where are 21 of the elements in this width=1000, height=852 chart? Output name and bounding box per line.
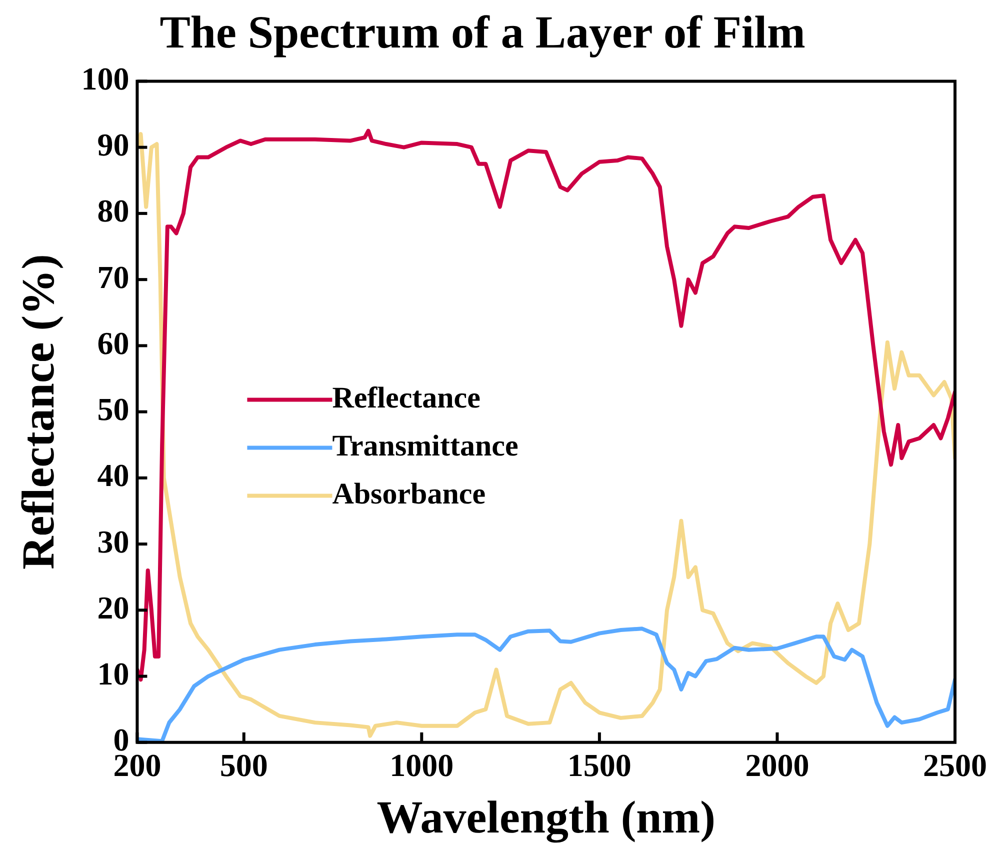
x-tick-label: 1000: [390, 746, 454, 783]
y-axis-title: Reflectance (%): [12, 254, 64, 570]
y-tick-label: 50: [97, 391, 130, 428]
y-tick-label: 40: [97, 457, 130, 494]
x-tick-label: 500: [220, 746, 268, 783]
y-tick-label: 10: [97, 656, 130, 692]
x-axis-title: Wavelength (nm): [376, 791, 716, 844]
y-tick-label: 100: [81, 60, 130, 96]
legend-label: Transmittance: [332, 430, 518, 463]
legend-label: Absorbance: [332, 478, 486, 511]
x-tick-label: 2500: [923, 746, 987, 783]
x-tick-label: 2000: [745, 746, 810, 783]
legend-label: Reflectance: [332, 382, 480, 415]
y-tick-label: 70: [97, 258, 130, 295]
y-tick-label: 20: [97, 589, 130, 626]
chart-title: The Spectrum of a Layer of Film: [160, 6, 806, 58]
y-tick-label: 30: [97, 523, 130, 560]
y-tick-label: 80: [97, 192, 130, 229]
y-tick-label: 90: [97, 126, 130, 163]
x-tick-label: 1500: [567, 746, 632, 783]
y-tick-label: 60: [97, 324, 130, 361]
